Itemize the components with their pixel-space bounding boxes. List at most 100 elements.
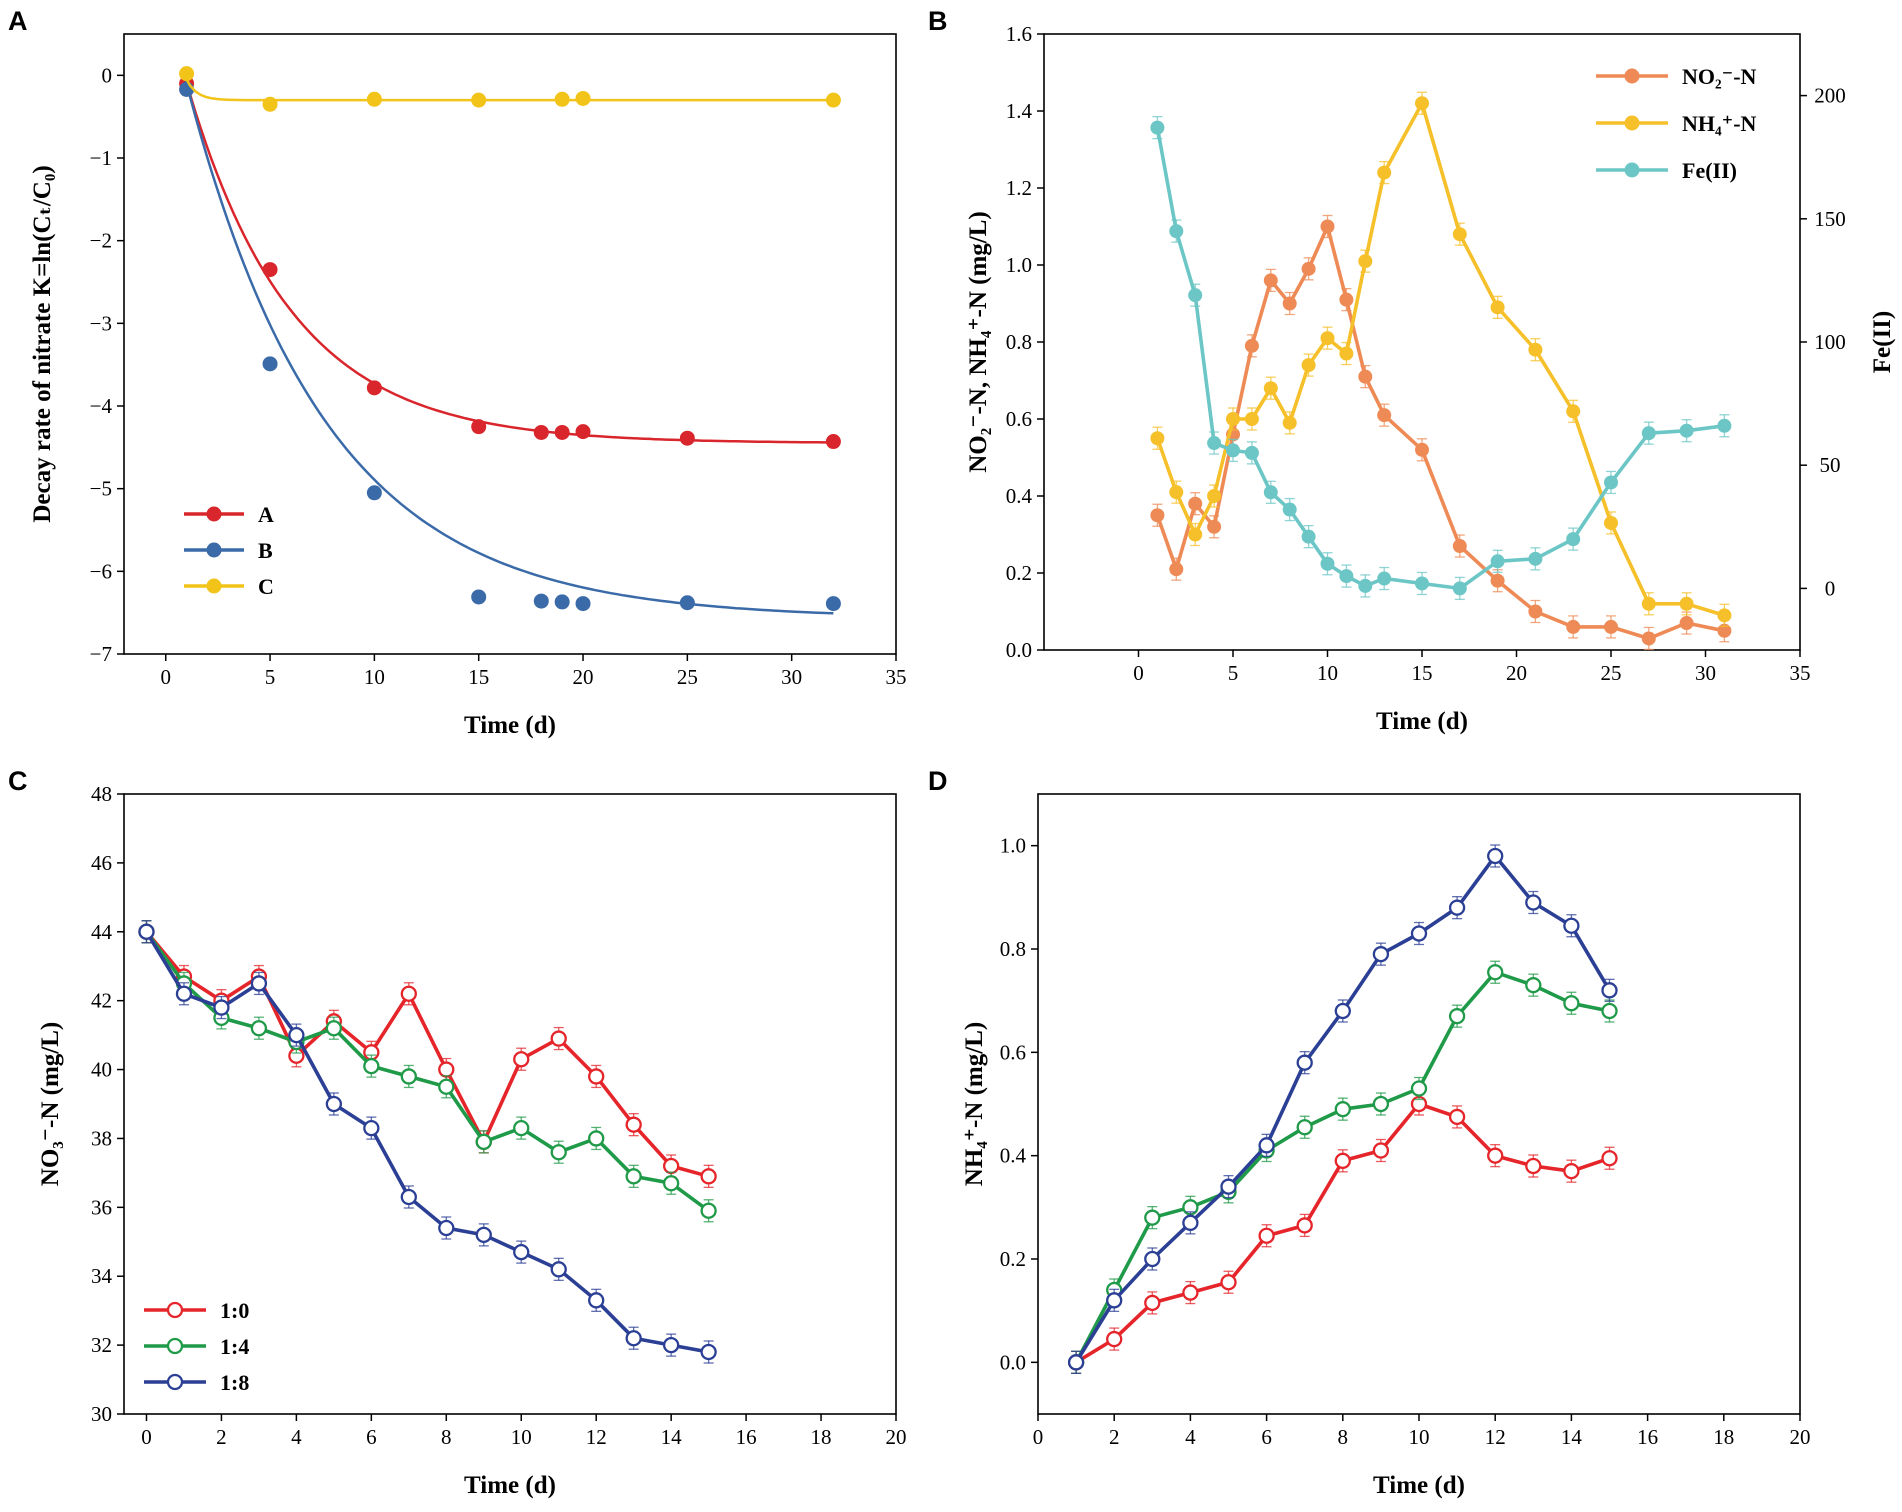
data-point bbox=[1525, 894, 1542, 911]
data-point bbox=[1410, 925, 1428, 942]
y-tick-label: −5 bbox=[90, 477, 112, 501]
chart-c: 0 2 4 6 8 10 12 14 16 18 2030323436384042444648Tim… bbox=[37, 782, 907, 1499]
data-point bbox=[1282, 415, 1297, 430]
y-tick-label: 1.6 bbox=[1006, 22, 1032, 46]
x-axis-label: Time (d) bbox=[464, 1472, 556, 1499]
x-tick-label: 25 bbox=[1601, 661, 1622, 685]
data-point bbox=[400, 1188, 417, 1206]
legend-label-1-8: 1:8 bbox=[220, 1370, 249, 1395]
data-point bbox=[1717, 608, 1732, 623]
data-point bbox=[1452, 581, 1467, 596]
y-tick-label: 36 bbox=[91, 1195, 112, 1219]
data-point bbox=[1220, 1178, 1237, 1195]
data-point bbox=[250, 1020, 268, 1037]
data-point bbox=[1487, 964, 1504, 981]
data-point bbox=[1448, 899, 1466, 916]
y-tick-label: −6 bbox=[90, 559, 112, 583]
x-tick-label: 30 bbox=[781, 665, 802, 689]
data-point bbox=[1207, 436, 1222, 451]
data-point bbox=[1188, 527, 1203, 542]
series-no-n bbox=[1150, 214, 1732, 651]
data-point bbox=[1525, 977, 1542, 994]
data-point bbox=[400, 1068, 417, 1085]
y-tick-label: 0.2 bbox=[1000, 1247, 1026, 1271]
y-tick-label: 0.6 bbox=[1006, 407, 1032, 431]
data-point bbox=[1679, 616, 1694, 631]
data-point bbox=[1150, 120, 1165, 135]
data-point bbox=[400, 985, 417, 1002]
legend-label-b: B bbox=[258, 538, 273, 563]
data-point bbox=[1301, 529, 1316, 544]
data-point bbox=[1490, 554, 1505, 569]
legend-marker-1-8 bbox=[166, 1373, 184, 1391]
data-point bbox=[366, 91, 382, 107]
fit-curve-b bbox=[183, 74, 834, 615]
data-point bbox=[1601, 1150, 1618, 1167]
data-point bbox=[1182, 1214, 1199, 1231]
data-point bbox=[1641, 426, 1656, 441]
series-fe-ii bbox=[1150, 115, 1732, 601]
x-tick-label: 20 bbox=[1506, 661, 1527, 685]
data-point bbox=[1604, 515, 1618, 530]
x-tick-label: 20 bbox=[1790, 1425, 1811, 1449]
data-point bbox=[1296, 1054, 1313, 1071]
data-point bbox=[1528, 342, 1543, 357]
data-point bbox=[700, 1343, 717, 1361]
data-point bbox=[1339, 346, 1354, 361]
data-point bbox=[662, 1157, 680, 1175]
data-point bbox=[700, 1202, 717, 1219]
data-point bbox=[575, 424, 591, 440]
data-point bbox=[366, 380, 382, 396]
y2-tick-label: 200 bbox=[1814, 84, 1846, 108]
data-point bbox=[1415, 576, 1429, 591]
data-point bbox=[1263, 273, 1278, 288]
data-point bbox=[1490, 573, 1505, 588]
data-point bbox=[1566, 404, 1581, 419]
data-point bbox=[1448, 1008, 1466, 1025]
x-tick-label: 16 bbox=[736, 1425, 757, 1449]
data-point bbox=[1717, 418, 1732, 433]
y-tick-label: 48 bbox=[91, 782, 112, 806]
y-tick-label: 1.0 bbox=[1000, 834, 1026, 858]
y-axis-label: NH₄⁺-N (mg/L) bbox=[961, 1022, 988, 1186]
y-tick-label: 0 bbox=[102, 63, 113, 87]
data-point bbox=[1182, 1284, 1199, 1301]
chart-d: 0 2 4 6 8 10 12 14 16 18 20 0.0 0.2 0.4 0.6 0.8 1.0 Time … bbox=[961, 793, 1811, 1499]
data-point bbox=[1334, 1152, 1351, 1169]
x-tick-label: 20 bbox=[573, 665, 594, 689]
x-axis-label: Time (d) bbox=[1376, 708, 1468, 735]
y2-tick-label: 100 bbox=[1814, 330, 1846, 354]
series-c bbox=[179, 66, 841, 112]
legend-label-a: A bbox=[258, 502, 274, 527]
data-point bbox=[1641, 596, 1656, 611]
data-point bbox=[1188, 288, 1203, 303]
data-point bbox=[438, 1219, 455, 1237]
data-point bbox=[1339, 292, 1354, 307]
data-point bbox=[1263, 485, 1278, 500]
legend-label-c: C bbox=[258, 574, 274, 599]
data-point bbox=[1320, 331, 1335, 346]
data-point bbox=[1169, 224, 1184, 239]
data-point bbox=[471, 589, 487, 605]
legend-marker-b bbox=[206, 542, 222, 558]
x-tick-label: 18 bbox=[811, 1425, 832, 1449]
data-point bbox=[588, 1292, 605, 1309]
x-tick-label: 18 bbox=[1713, 1425, 1734, 1449]
data-point bbox=[1169, 485, 1184, 500]
x-tick-label: 8 bbox=[1338, 1425, 1349, 1449]
y-axis-label: Decay rate of nitrate K=ln(Cₜ/C₀) bbox=[29, 165, 56, 522]
x-tick-label: 14 bbox=[1561, 1425, 1583, 1449]
y2-tick-label: 0 bbox=[1825, 576, 1836, 600]
legend-label-nh-n: NH₄⁺-N bbox=[1682, 111, 1757, 136]
y-tick-label: 1.0 bbox=[1006, 253, 1032, 277]
x-tick-label: 4 bbox=[1185, 1425, 1196, 1449]
data-point bbox=[1244, 412, 1259, 426]
series-line-nh-n bbox=[1155, 101, 1725, 618]
data-point bbox=[1144, 1209, 1161, 1226]
x-tick-label: 12 bbox=[586, 1425, 607, 1449]
data-point bbox=[1601, 982, 1618, 999]
data-point bbox=[1301, 261, 1316, 276]
x-tick-label: 6 bbox=[1261, 1425, 1272, 1449]
x-tick-label: 12 bbox=[1485, 1425, 1506, 1449]
legend-marker-c bbox=[206, 578, 222, 594]
